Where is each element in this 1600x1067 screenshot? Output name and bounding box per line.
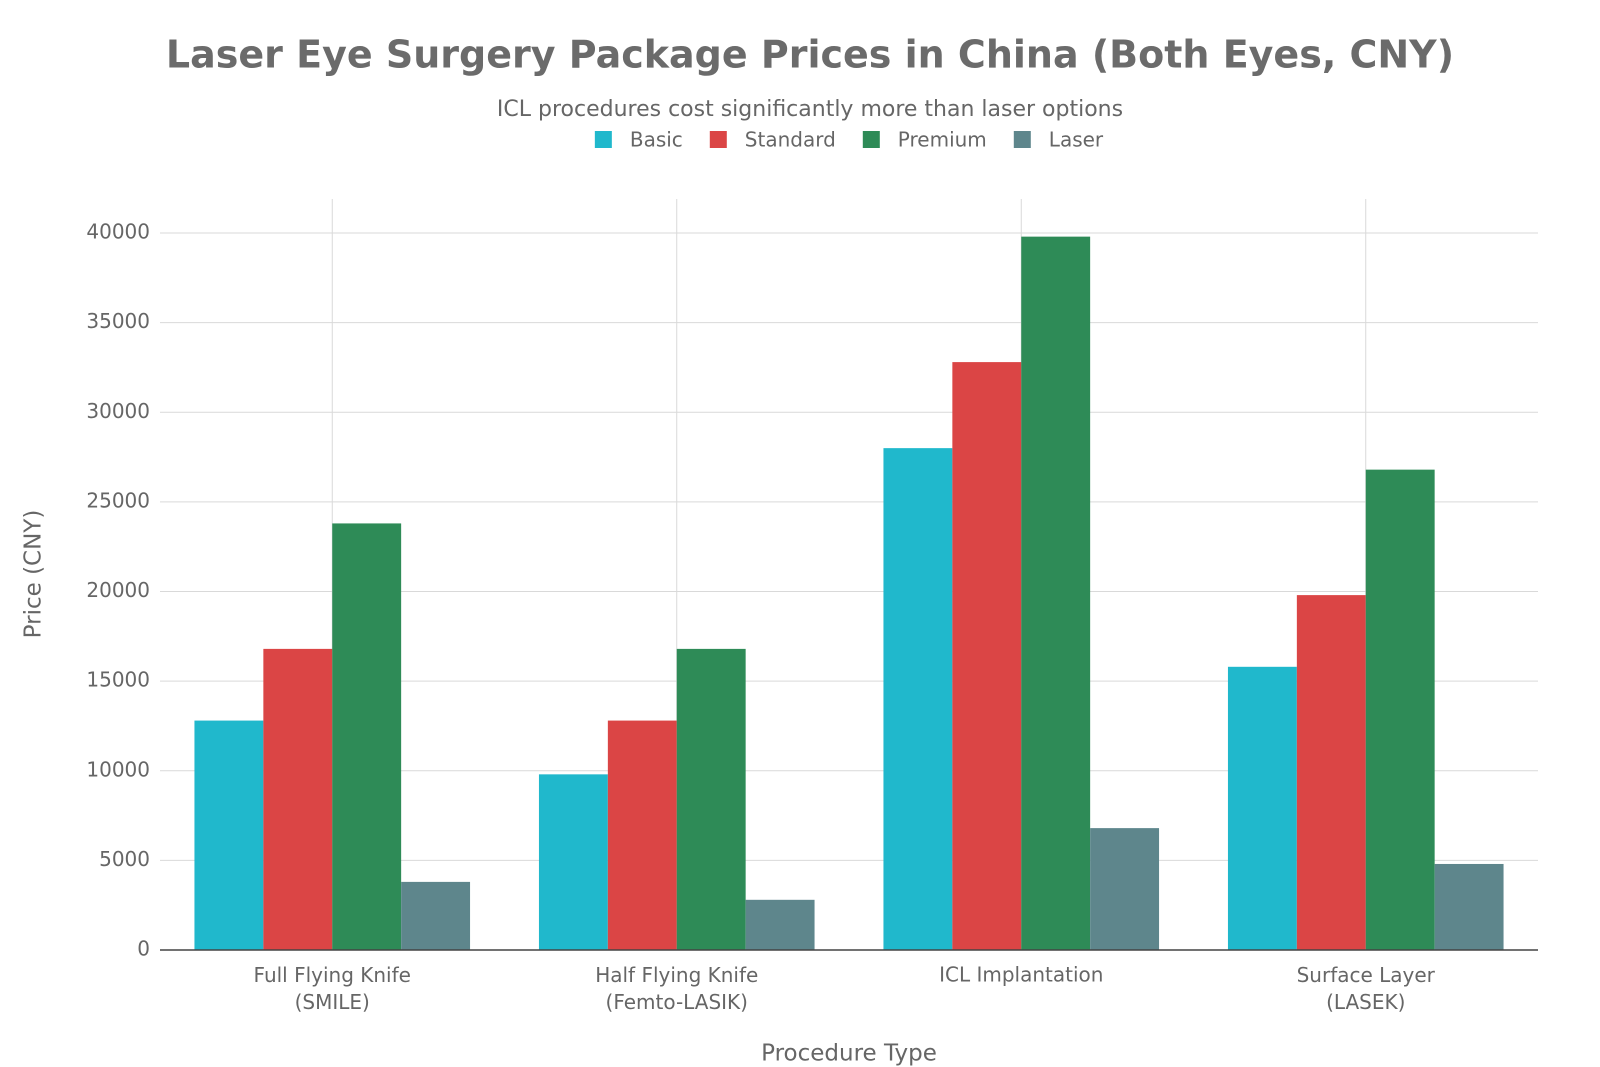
- x-tick-label: Surface Layer (LASEK): [1297, 963, 1436, 1014]
- x-tick-label: ICL Implantation: [939, 963, 1103, 987]
- bar: [1090, 828, 1160, 950]
- y-tick-label: 10000: [86, 757, 150, 781]
- bar: [883, 448, 953, 950]
- legend-swatch: [1013, 131, 1031, 148]
- bar: [1296, 595, 1366, 950]
- y-tick-label: 15000: [86, 668, 150, 692]
- legend-label: Basic: [630, 128, 683, 152]
- y-tick-label: 5000: [99, 847, 150, 871]
- y-tick-label: 30000: [86, 399, 150, 423]
- bar: [538, 774, 608, 950]
- bar: [676, 648, 746, 950]
- bar: [263, 648, 333, 950]
- x-tick-label: Full Flying Knife (SMILE): [254, 963, 411, 1014]
- bar: [607, 720, 677, 950]
- y-tick-label: 35000: [86, 309, 150, 333]
- legend-swatch: [709, 131, 727, 148]
- y-tick-label: 40000: [86, 220, 150, 244]
- y-tick-label: 25000: [86, 488, 150, 512]
- bar: [1434, 863, 1504, 950]
- bar: [194, 720, 264, 950]
- x-tick-label: Half Flying Knife (Femto-LASIK): [595, 963, 758, 1014]
- bar: [1365, 469, 1435, 950]
- legend-swatch: [862, 131, 880, 148]
- y-axis-title: Price (CNY): [21, 510, 47, 639]
- y-tick-label: 20000: [86, 578, 150, 602]
- y-tick-label: 0: [137, 937, 150, 961]
- legend-label: Standard: [745, 128, 836, 152]
- bar: [745, 899, 815, 950]
- bar: [1227, 666, 1297, 950]
- legend: Basic Standard Premium Laser: [594, 128, 1104, 152]
- bar: [952, 362, 1022, 951]
- legend-label: Premium: [898, 128, 987, 152]
- legend-label: Laser: [1049, 128, 1104, 152]
- bar: [401, 881, 471, 950]
- chart-subtitle: ICL procedures cost significantly more t…: [497, 97, 1123, 122]
- x-axis-title: Procedure Type: [761, 1041, 937, 1067]
- chart-title: Laser Eye Surgery Package Prices in Chin…: [166, 33, 1454, 77]
- bar: [1021, 236, 1091, 950]
- legend-swatch: [594, 131, 612, 148]
- bar: [332, 523, 402, 950]
